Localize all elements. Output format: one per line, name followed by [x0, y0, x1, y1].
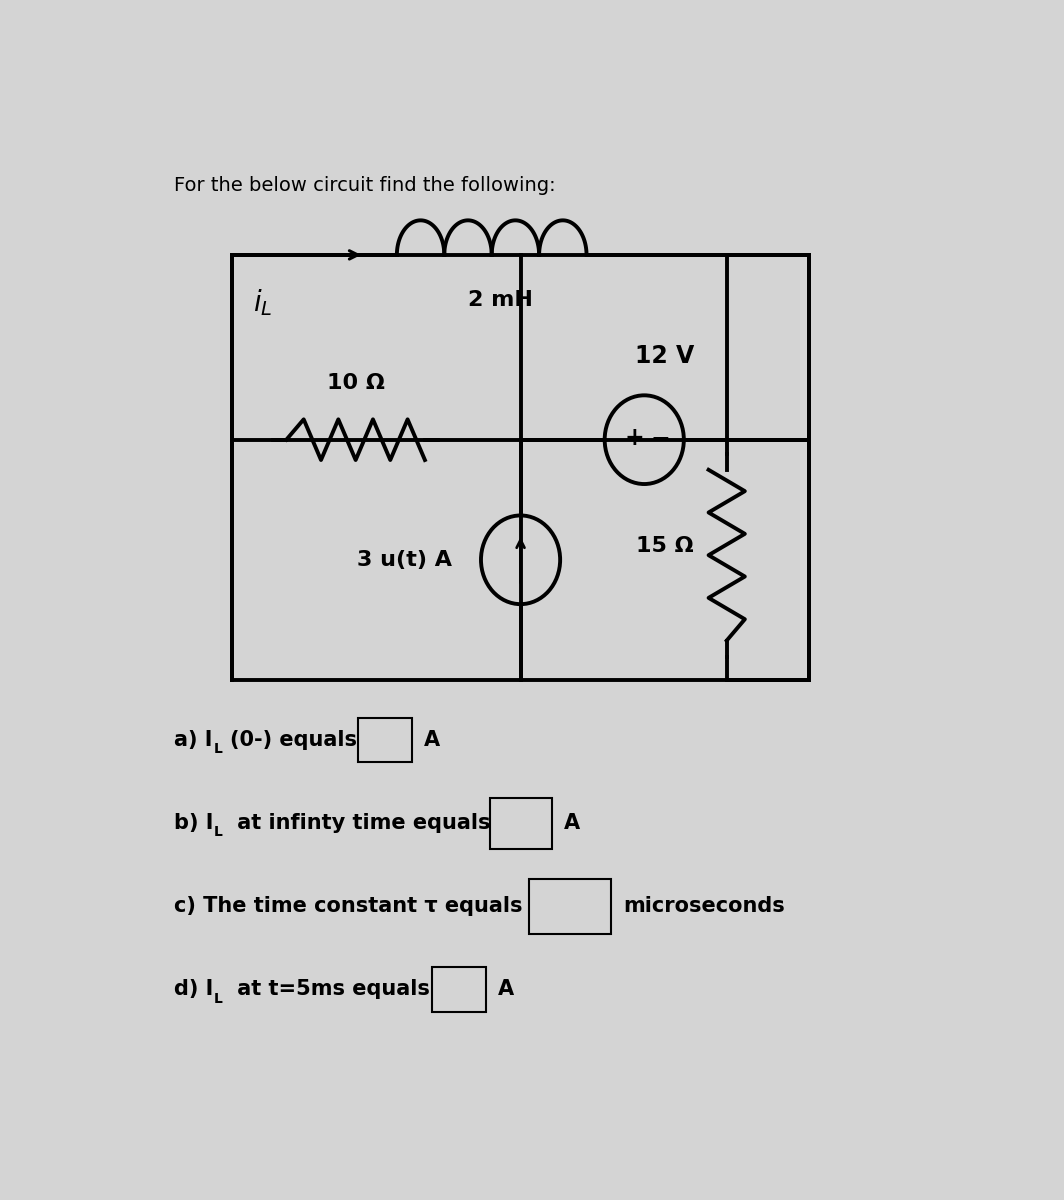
Text: d) I: d) I — [174, 979, 214, 1000]
Text: at t=5ms equals: at t=5ms equals — [230, 979, 430, 1000]
Bar — [432, 967, 486, 1012]
Text: $i_L$: $i_L$ — [252, 287, 272, 318]
Bar — [529, 878, 611, 934]
Text: at infinty time equals: at infinty time equals — [230, 814, 491, 833]
Text: +: + — [625, 426, 644, 450]
Text: A: A — [498, 979, 514, 1000]
Text: (0-) equals: (0-) equals — [230, 730, 358, 750]
Text: 12 V: 12 V — [635, 343, 695, 367]
Text: a) I: a) I — [174, 730, 213, 750]
Bar — [491, 798, 552, 848]
Text: microseconds: microseconds — [624, 896, 785, 917]
Text: A: A — [425, 730, 440, 750]
Text: 2 mH: 2 mH — [467, 290, 532, 310]
Text: −: − — [651, 426, 670, 450]
Text: A: A — [564, 814, 580, 833]
Text: L: L — [214, 991, 222, 1006]
Text: 3 u(t) A: 3 u(t) A — [358, 550, 452, 570]
Text: L: L — [214, 743, 222, 756]
Text: b) I: b) I — [174, 814, 214, 833]
Text: c) The time constant τ equals: c) The time constant τ equals — [174, 896, 522, 917]
Bar — [359, 718, 412, 762]
Text: For the below circuit find the following:: For the below circuit find the following… — [174, 176, 555, 196]
Text: 15 Ω: 15 Ω — [636, 536, 694, 556]
Text: L: L — [214, 826, 222, 839]
Text: 10 Ω: 10 Ω — [327, 373, 384, 394]
